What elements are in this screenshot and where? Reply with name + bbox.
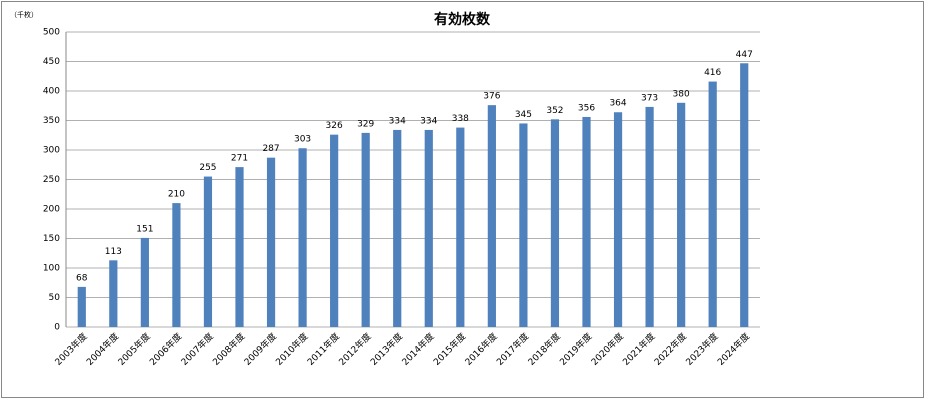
bar	[740, 63, 749, 328]
data-label: 287	[262, 144, 279, 154]
y-tick-label: 0	[54, 323, 60, 333]
y-tick-label: 50	[49, 293, 61, 303]
bar	[424, 129, 433, 327]
data-label: 113	[105, 247, 122, 257]
data-label: 255	[199, 163, 216, 173]
data-label: 380	[673, 89, 690, 99]
bar	[550, 119, 560, 327]
bar	[519, 123, 528, 327]
data-label: 364	[609, 99, 626, 109]
chart-title: 有効枚数	[434, 11, 491, 28]
y-tick-label: 300	[43, 146, 60, 156]
data-label: 303	[294, 135, 311, 145]
bar	[109, 260, 118, 327]
data-label: 373	[641, 93, 658, 103]
y-tick-label: 250	[43, 175, 60, 185]
bar	[203, 176, 213, 327]
data-label: 151	[136, 224, 153, 234]
bar	[330, 134, 339, 327]
y-tick-label: 450	[43, 57, 60, 67]
bar	[456, 127, 465, 327]
data-label: 416	[704, 68, 721, 78]
data-label: 338	[452, 114, 469, 124]
bar	[361, 132, 370, 327]
data-label: 356	[578, 103, 595, 113]
data-label: 210	[168, 190, 185, 200]
data-label: 376	[483, 92, 500, 102]
data-label: 352	[546, 106, 563, 116]
bar	[266, 157, 276, 327]
data-label: 329	[357, 119, 374, 129]
bar	[613, 112, 623, 328]
bar	[582, 116, 591, 328]
bar	[172, 203, 181, 327]
data-label: 447	[736, 50, 753, 60]
bar	[77, 286, 86, 327]
data-label: 326	[326, 121, 343, 131]
y-tick-label: 150	[43, 234, 60, 244]
bar	[677, 102, 686, 327]
bar	[708, 81, 717, 327]
y-tick-label: 500	[43, 28, 60, 38]
bar	[393, 129, 402, 327]
unit-label: （千枚）	[10, 10, 38, 19]
bar	[487, 105, 496, 327]
y-tick-label: 400	[43, 87, 60, 97]
bar	[235, 167, 244, 327]
data-label: 345	[515, 110, 532, 120]
bar	[645, 106, 654, 328]
bar	[298, 148, 307, 327]
y-tick-label: 350	[43, 116, 60, 126]
data-label: 334	[389, 116, 406, 126]
data-label: 68	[76, 273, 88, 283]
y-tick-label: 200	[43, 205, 60, 215]
data-label: 334	[420, 116, 437, 126]
y-tick-label: 100	[43, 264, 60, 274]
data-label: 271	[231, 154, 248, 164]
bar	[140, 237, 149, 327]
